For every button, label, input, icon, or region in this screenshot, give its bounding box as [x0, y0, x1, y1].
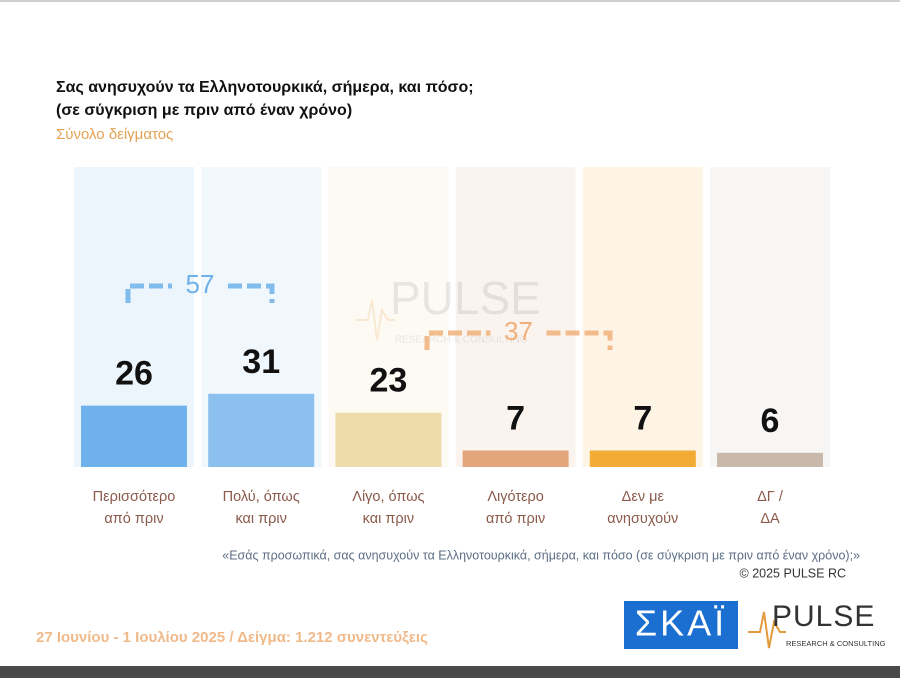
frame-top	[0, 0, 900, 2]
bar	[335, 412, 442, 467]
copyright: © 2025 PULSE RC	[740, 566, 846, 580]
watermark-text: PULSE	[390, 272, 541, 324]
frame-bottom	[0, 666, 900, 678]
value-label: 6	[761, 402, 780, 440]
group-bracket	[424, 330, 613, 350]
bar	[717, 452, 823, 467]
x-tick-label: και πριν	[363, 511, 414, 527]
x-tick-label: ανησυχούν	[607, 511, 678, 527]
value-label: 23	[369, 362, 407, 400]
group-total: 57	[186, 269, 215, 299]
column-panel	[582, 167, 703, 467]
fieldwork-note: 27 Ιουνίου - 1 Ιουλίου 2025 / Δείγμα: 1.…	[36, 629, 428, 646]
pulse-logo-mark	[748, 611, 786, 649]
skai-logo-text: ΣΚΑΪ	[635, 603, 727, 644]
x-tick-label: ΔΑ	[760, 511, 780, 527]
bar	[589, 450, 696, 467]
x-tick-label: από πριν	[486, 511, 545, 527]
x-tick-label: Δεν με	[622, 489, 665, 505]
watermark: PULSE RESEARCH & CONSULTING	[355, 272, 541, 346]
value-label: 26	[115, 355, 153, 393]
chart-title: Σας ανησυχούν τα Ελληνοτουρκικά, σήμερα,…	[56, 79, 474, 96]
x-tick-label: Πολύ, όπως	[223, 489, 300, 505]
value-label: 7	[506, 399, 525, 437]
column-panel	[710, 167, 830, 467]
x-tick-label: και πριν	[235, 511, 286, 527]
x-tick-label: ΔΓ /	[757, 489, 784, 505]
value-label: 7	[633, 399, 652, 437]
pulse-logo-subtext: RESEARCH & CONSULTING	[786, 639, 886, 648]
pulse-logo-text: PULSE	[772, 600, 875, 633]
bar	[81, 405, 187, 467]
bar	[462, 450, 569, 467]
x-tick-label: Λιγότερο	[487, 489, 544, 505]
x-tick-label: από πριν	[104, 511, 163, 527]
column-panel	[455, 167, 576, 467]
bracket-line	[424, 330, 613, 350]
group-total: 37	[504, 316, 533, 346]
question-note: «Εσάς προσωπικά, σας ανησυχούν τα Ελληνο…	[222, 548, 860, 562]
group-bracket	[125, 283, 275, 303]
x-tick-label: Περισσότερο	[93, 489, 176, 505]
watermark-subtext: RESEARCH & CONSULTING	[395, 335, 528, 346]
skai-logo	[624, 601, 738, 649]
value-label: 31	[242, 343, 280, 381]
bar	[208, 393, 315, 467]
chart-subtitle: Σύνολο δείγματος	[56, 126, 173, 143]
x-tick-label: Λίγο, όπως	[352, 489, 424, 505]
chart-title: (σε σύγκριση με πριν από έναν χρόνο)	[56, 102, 352, 119]
bracket-line	[125, 283, 275, 303]
